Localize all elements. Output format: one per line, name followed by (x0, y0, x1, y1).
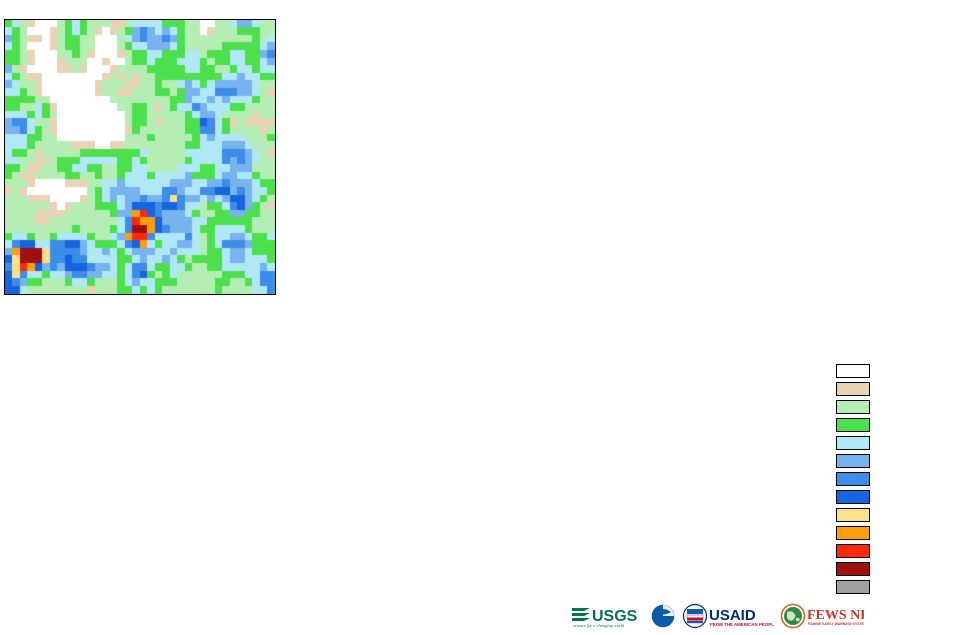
usgs-logo: USGS science for a changing world (570, 603, 644, 629)
svg-text:FEWS NET: FEWS NET (807, 608, 864, 623)
legend (836, 358, 970, 596)
legend-swatch (836, 508, 870, 522)
legend-swatch (836, 454, 870, 468)
legend-swatch (836, 400, 870, 414)
legend-swatch (836, 562, 870, 576)
svg-text:USAID: USAID (709, 607, 756, 624)
legend-item (836, 452, 970, 470)
map-panel (4, 5, 276, 295)
precip-raster (5, 20, 275, 294)
noaa-logo: NOAA (650, 603, 676, 629)
legend-item (836, 542, 970, 560)
legend-item (836, 362, 970, 380)
svg-text:science for a changing world: science for a changing world (573, 623, 625, 628)
legend-swatch (836, 418, 870, 432)
legend-item (836, 470, 970, 488)
usaid-logo: USAID FROM THE AMERICAN PEOPLE (682, 603, 774, 629)
legend-item (836, 488, 970, 506)
legend-swatch (836, 364, 870, 378)
legend-items (836, 362, 970, 596)
legend-swatch (836, 544, 870, 558)
legend-item (836, 578, 970, 596)
legend-swatch (836, 472, 870, 486)
legend-item (836, 416, 970, 434)
legend-item (836, 506, 970, 524)
legend-swatch (836, 490, 870, 504)
svg-text:FAMINE EARLY WARNING SYSTEMS N: FAMINE EARLY WARNING SYSTEMS NETWORK (808, 622, 864, 626)
legend-item (836, 434, 970, 452)
legend-item (836, 380, 970, 398)
map-panel-title (6, 5, 276, 19)
legend-item (836, 560, 970, 578)
info-sidebar (838, 28, 970, 58)
svg-text:USGS: USGS (592, 608, 638, 625)
legend-item (836, 524, 970, 542)
precip-map[interactable] (4, 19, 276, 295)
svg-text:NOAA: NOAA (658, 610, 669, 614)
svg-text:FROM THE AMERICAN PEOPLE: FROM THE AMERICAN PEOPLE (710, 622, 774, 627)
legend-item (836, 398, 970, 416)
legend-swatch (836, 436, 870, 450)
legend-swatch (836, 382, 870, 396)
agency-logos: USGS science for a changing world NOAA U… (570, 601, 864, 631)
fewsnet-logo: FEWS NET FAMINE EARLY WARNING SYSTEMS NE… (780, 603, 864, 629)
legend-swatch (836, 526, 870, 540)
legend-swatch (836, 580, 870, 594)
